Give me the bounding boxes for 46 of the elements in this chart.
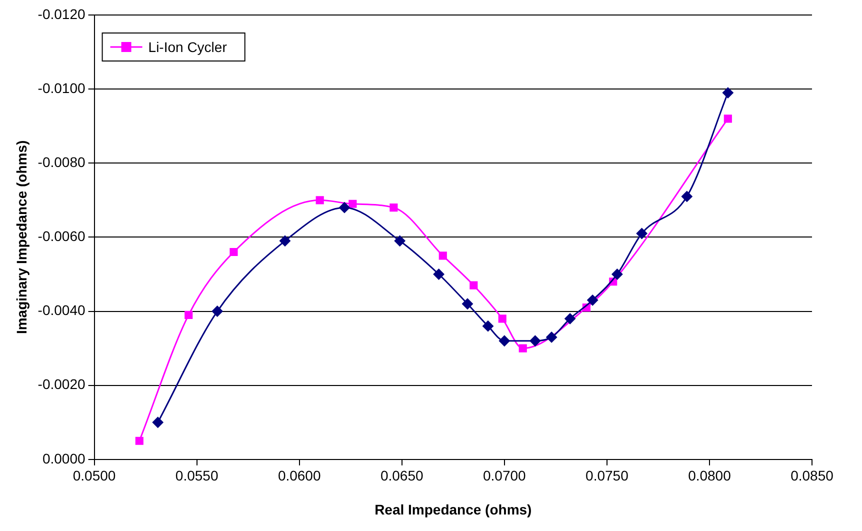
point: [462, 298, 473, 310]
point: [152, 416, 164, 428]
point: [518, 344, 527, 352]
x-tick-label: 0.0750: [586, 468, 629, 484]
point: [135, 436, 144, 445]
point: [390, 204, 398, 212]
y-tick-label: -0.0060: [38, 228, 86, 244]
point: [546, 332, 558, 343]
legend-label: Li-Ion Cycler: [148, 38, 228, 55]
point: [470, 281, 478, 290]
point: [722, 87, 734, 98]
point: [530, 335, 541, 346]
point: [394, 235, 406, 246]
point: [681, 190, 692, 202]
point: [498, 335, 510, 346]
point: [498, 314, 506, 323]
x-tick-label: 0.0600: [278, 468, 321, 484]
point: [482, 320, 494, 332]
point: [724, 114, 732, 123]
x-tick-label: 0.0550: [175, 468, 218, 484]
point: [184, 310, 193, 320]
x-tick-label: 0.0650: [380, 468, 424, 484]
y-tick-label: 0.0000: [42, 450, 86, 466]
point: [636, 228, 648, 239]
point: [587, 294, 598, 306]
x-tick-label: 0.0700: [482, 468, 526, 484]
point: [564, 313, 576, 324]
x-axis-title: Real Impedance (ohms): [374, 501, 532, 518]
x-tick-label: 0.0800: [688, 468, 732, 484]
point: [433, 268, 444, 280]
point: [438, 252, 447, 260]
x-tick-label: 0.0850: [790, 468, 834, 484]
y-tick-label: -0.0040: [38, 302, 86, 318]
y-axis-title: Imaginary Impedance (ohms): [13, 140, 30, 334]
point: [338, 202, 350, 214]
x-tick-label: 0.0500: [72, 468, 116, 484]
point: [612, 268, 623, 280]
point: [348, 200, 357, 208]
y-tick-label: -0.0100: [38, 80, 86, 96]
y-tick-label: -0.0120: [38, 6, 86, 22]
y-tick-label: -0.0020: [38, 376, 86, 392]
point: [316, 196, 324, 204]
point: [279, 235, 290, 246]
point: [212, 306, 223, 317]
y-tick-label: -0.0080: [38, 154, 86, 170]
point: [230, 248, 238, 256]
